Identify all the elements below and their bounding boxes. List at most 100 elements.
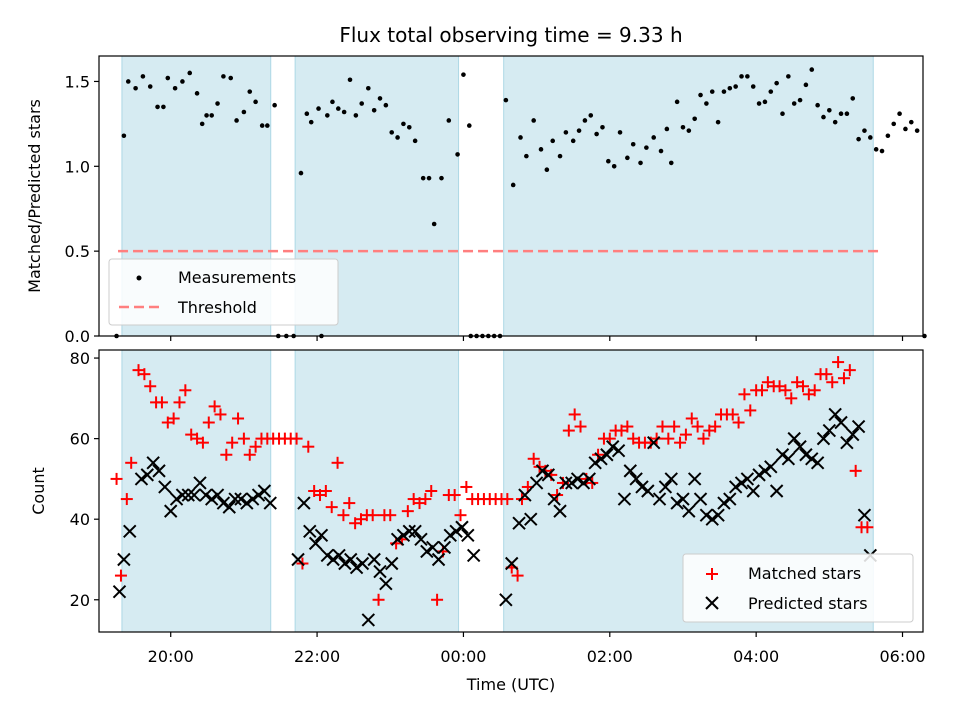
- predicted-point-54: [449, 524, 463, 538]
- measurement-point-35: [325, 113, 330, 118]
- predicted-point-50: [425, 540, 440, 555]
- predicted-point-36: [344, 552, 358, 567]
- measurement-point-3: [125, 79, 131, 84]
- matched-point-89: [621, 420, 634, 433]
- predicted-point-93: [705, 512, 719, 526]
- top-legend: Measurements Threshold: [108, 258, 339, 326]
- predicted-point-7: [152, 464, 166, 478]
- top-y-ticks: 0.0 0.5 1.0 1.5: [65, 72, 99, 346]
- measurement-point-119: [832, 119, 838, 125]
- predicted-point-60: [512, 516, 526, 530]
- predicted-point-22: [240, 496, 254, 510]
- measurement-point-121: [844, 111, 850, 116]
- measurement-point-8: [161, 104, 166, 110]
- y-tick-label: 40: [70, 510, 90, 529]
- predicted-point-34: [332, 548, 346, 563]
- matched-point-108: [732, 416, 745, 429]
- bottom-y-ticks: 20 40 60 80: [70, 349, 99, 610]
- predicted-point-9: [164, 504, 178, 518]
- measurement-point-51: [420, 175, 426, 181]
- y-tick-label: 0.0: [65, 327, 90, 346]
- matched-point-125: [832, 356, 845, 369]
- predicted-point-74: [594, 452, 608, 466]
- measurement-point-105: [750, 84, 756, 89]
- predicted-point-78: [617, 492, 632, 506]
- predicted-point-23: [245, 492, 260, 506]
- predicted-point-45: [396, 528, 411, 543]
- predicted-point-91: [693, 492, 708, 506]
- predicted-point-112: [816, 431, 831, 446]
- measurement-point-124: [862, 128, 867, 133]
- bottom-axes-frame: [98, 349, 924, 633]
- matched-point-48: [384, 509, 397, 522]
- predicted-point-110: [805, 452, 819, 466]
- measurement-point-44: [377, 96, 383, 101]
- matched-point-45: [366, 509, 379, 522]
- predicted-point-72: [582, 472, 597, 486]
- measurement-point-123: [856, 136, 861, 142]
- predicted-point-21: [234, 492, 248, 506]
- predicted-point-113: [822, 423, 837, 438]
- matched-point-24: [243, 448, 256, 461]
- matched-point-7: [144, 380, 157, 393]
- predicted-point-28: [297, 496, 311, 510]
- predicted-point-3: [123, 524, 137, 538]
- predicted-point-15: [199, 488, 213, 502]
- measurement-point-57: [461, 72, 466, 77]
- measurement-point-78: [588, 113, 594, 118]
- x-axis-label: Time (UTC): [466, 675, 555, 694]
- predicted-point-68: [559, 476, 573, 490]
- measurement-point-118: [827, 108, 832, 113]
- measurement-point-40: [353, 113, 359, 118]
- matched-point-97: [668, 420, 681, 433]
- matched-point-79: [562, 424, 575, 437]
- measurement-point-106: [756, 101, 762, 106]
- measurement-point-42: [366, 85, 371, 91]
- predicted-point-25: [257, 484, 272, 498]
- matched-point-123: [820, 368, 833, 381]
- predicted-point-80: [629, 472, 643, 486]
- predicted-point-5: [140, 468, 155, 482]
- predicted-point-73: [588, 456, 602, 470]
- measurement-point-22: [247, 89, 253, 94]
- predicted-point-99: [740, 472, 755, 486]
- predicted-point-12: [181, 488, 195, 502]
- predicted-point-11: [175, 488, 190, 502]
- y-tick-label: 0.5: [65, 242, 90, 261]
- y-tick-label: 60: [70, 430, 90, 449]
- measurement-point-130: [897, 111, 902, 116]
- matched-point-1: [110, 472, 123, 485]
- measurement-point-15: [204, 113, 209, 118]
- predicted-point-18: [216, 496, 231, 510]
- matched-point-12: [173, 396, 186, 409]
- matched-point-39: [331, 456, 344, 469]
- measurement-point-66: [510, 182, 516, 188]
- measurement-point-4: [133, 85, 138, 91]
- matched-point-51: [401, 505, 414, 518]
- matched-point-37: [319, 485, 332, 497]
- predicted-point-108: [793, 439, 807, 454]
- predicted-point-77: [611, 444, 626, 458]
- predicted-point-58: [499, 593, 513, 607]
- measurement-point-16: [209, 113, 214, 118]
- x-tick-label: 02:00: [587, 647, 633, 666]
- predicted-point-85: [658, 480, 673, 494]
- predicted-point-2: [117, 552, 131, 567]
- predicted-point-8: [158, 480, 172, 494]
- matched-point-21: [226, 436, 239, 449]
- predicted-point-29: [303, 524, 317, 538]
- measurement-point-23: [253, 99, 258, 105]
- measurement-point-77: [582, 118, 588, 123]
- measurement-point-52: [426, 175, 432, 181]
- measurement-point-36: [330, 99, 335, 105]
- matched-point-9: [155, 396, 168, 409]
- predicted-point-107: [787, 431, 801, 446]
- legend-matched-marker: [706, 568, 718, 580]
- predicted-point-24: [251, 488, 266, 502]
- measurement-point-26: [272, 102, 277, 108]
- top-y-axis-label: Matched/Predicted stars: [25, 99, 44, 293]
- measurement-point-48: [401, 121, 406, 127]
- measurement-point-76: [576, 128, 582, 133]
- predicted-point-20: [228, 492, 242, 506]
- measurement-point-50: [412, 138, 418, 144]
